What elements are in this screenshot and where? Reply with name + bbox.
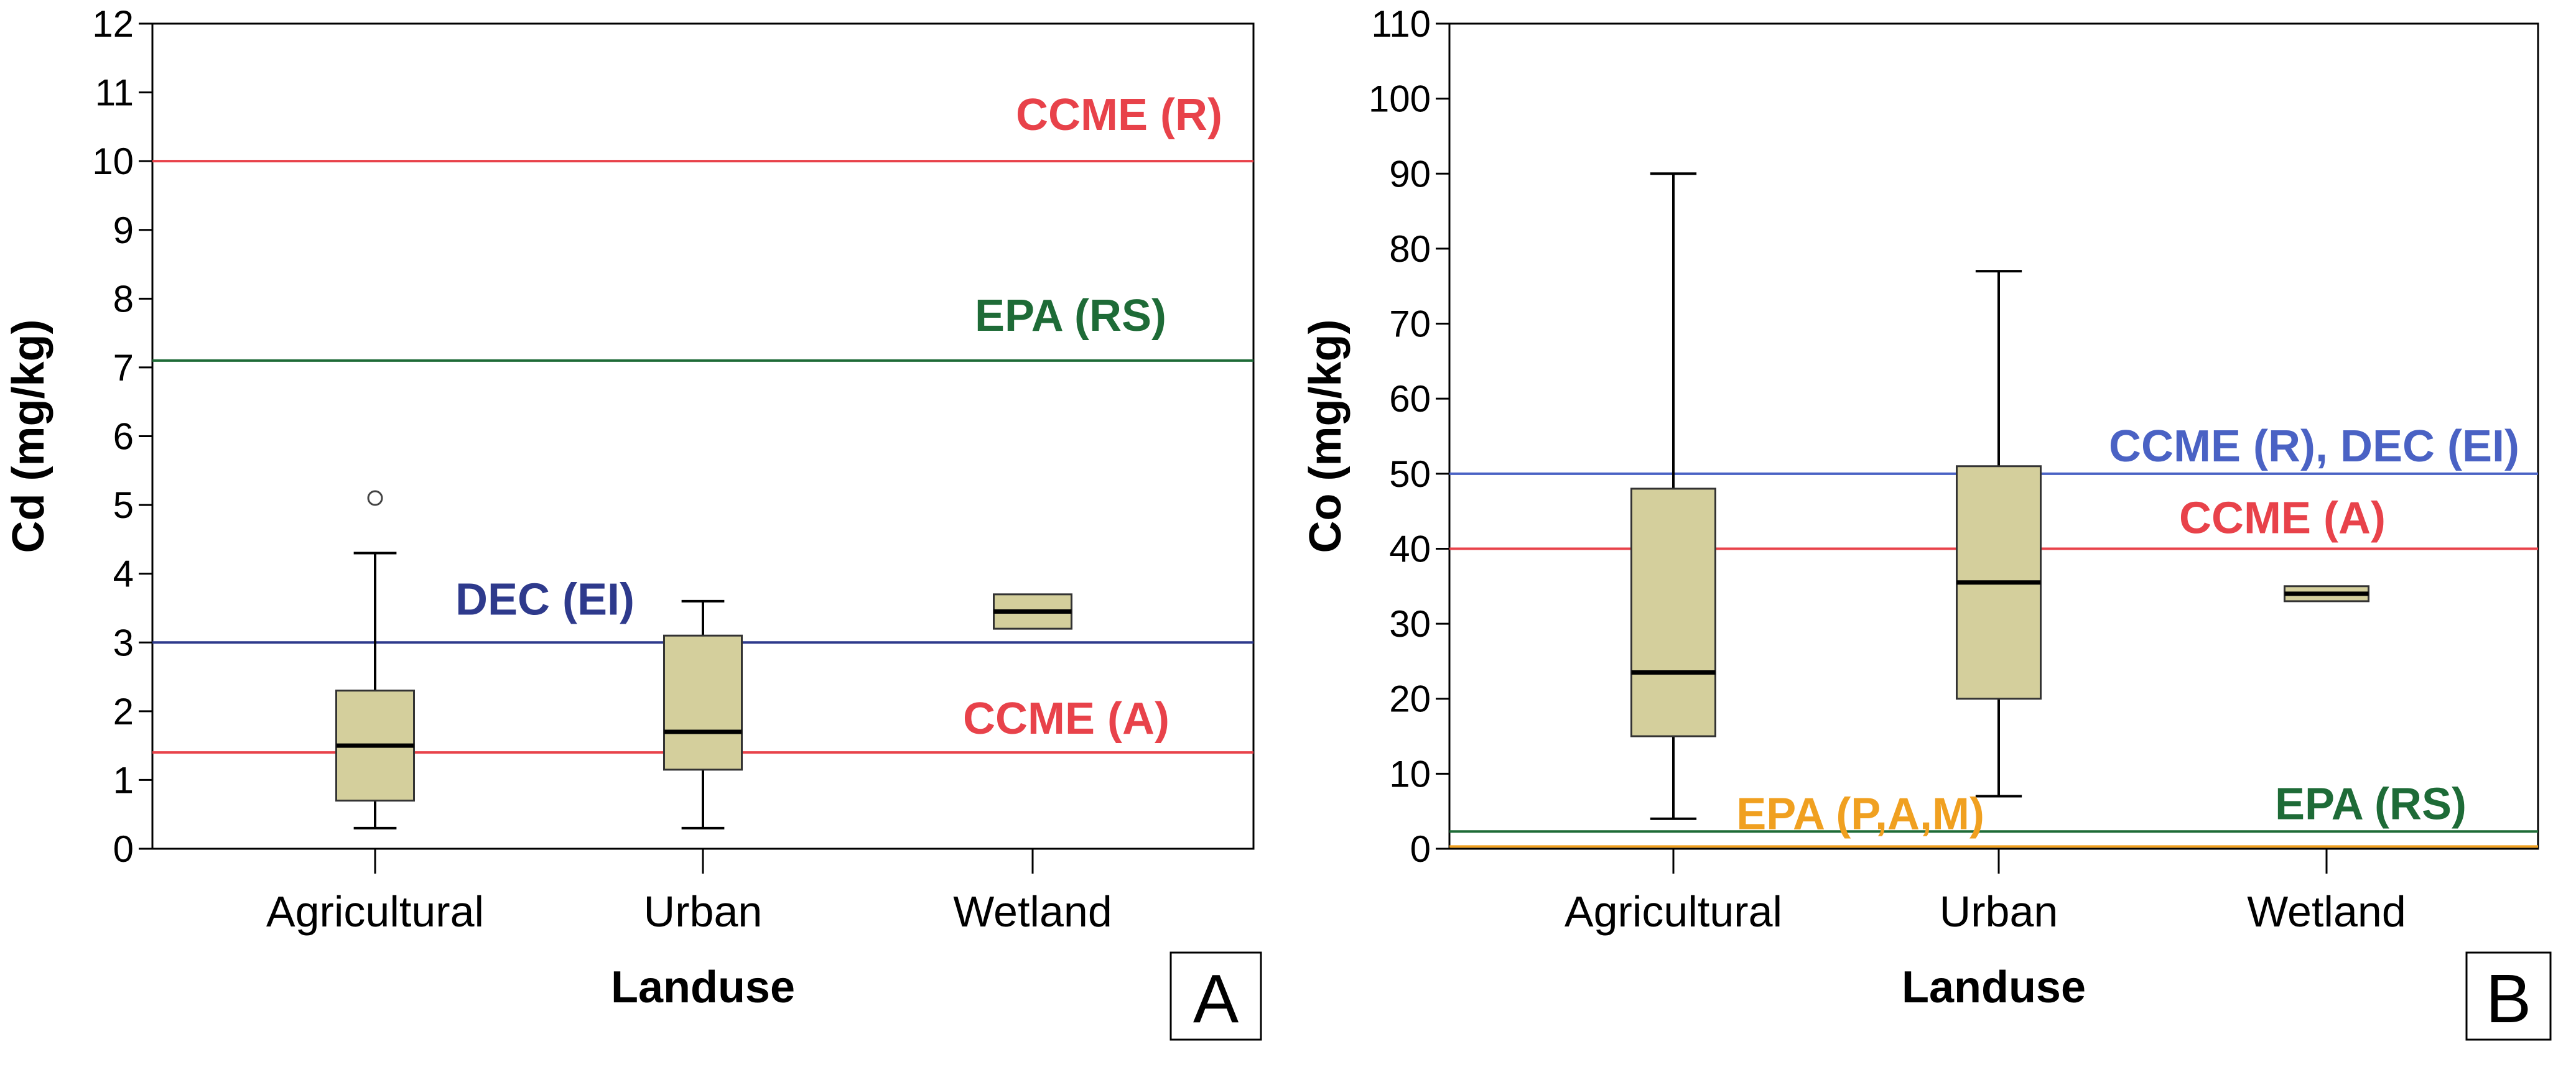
y-tick-label: 9 bbox=[113, 210, 134, 251]
reference-line-label: CCME (R), DEC (EI) bbox=[2109, 422, 2519, 471]
y-tick-label: 80 bbox=[1389, 228, 1431, 270]
y-axis-title: Co (mg/kg) bbox=[1301, 320, 1351, 553]
y-tick-label: 50 bbox=[1389, 453, 1431, 495]
reference-line-label: EPA (P,A,M) bbox=[1736, 789, 1984, 839]
panel-label-box bbox=[1169, 951, 1262, 1041]
y-tick-label: 10 bbox=[92, 141, 134, 182]
reference-line-label: EPA (RS) bbox=[975, 291, 1166, 341]
y-tick-label: 4 bbox=[113, 553, 134, 595]
x-axis-title: Landuse bbox=[611, 963, 795, 1012]
y-tick-label: 7 bbox=[113, 347, 134, 389]
panel-label-box bbox=[2465, 951, 2552, 1041]
y-tick-label: 11 bbox=[95, 72, 134, 114]
y-tick-label: 90 bbox=[1389, 153, 1431, 195]
x-category-label: Agricultural bbox=[1565, 887, 1782, 936]
box-agricultural bbox=[1630, 487, 1716, 737]
x-category-label: Wetland bbox=[2247, 887, 2406, 936]
y-tick-label: 40 bbox=[1389, 528, 1431, 570]
outlier-point bbox=[367, 490, 383, 506]
x-category-label: Wetland bbox=[953, 887, 1112, 936]
reference-line-label: EPA (RS) bbox=[2275, 779, 2467, 829]
reference-line-label: DEC (EI) bbox=[455, 575, 635, 624]
x-axis-title: Landuse bbox=[1902, 963, 2086, 1012]
x-category-label: Urban bbox=[1940, 887, 2058, 936]
chart-panel-b: 0 10 20 30 40 50 60 70 80 90 100 110 CCME (R), DEC (… bbox=[1301, 3, 2552, 1041]
y-tick-label: 100 bbox=[1369, 78, 1431, 120]
box-urban bbox=[663, 634, 743, 771]
reference-line-label: CCME (A) bbox=[2179, 493, 2386, 543]
panel-label: A bbox=[1193, 961, 1239, 1037]
panel-label: B bbox=[2486, 961, 2531, 1037]
y-tick-label: 20 bbox=[1389, 678, 1431, 720]
y-tick-label: 0 bbox=[1410, 828, 1431, 870]
y-tick-label: 5 bbox=[113, 484, 134, 526]
y-tick-label: 12 bbox=[92, 3, 134, 45]
y-tick-label: 2 bbox=[113, 691, 134, 732]
y-tick-label: 30 bbox=[1389, 603, 1431, 645]
y-tick-label: 6 bbox=[113, 416, 134, 458]
reference-line-label: CCME (R) bbox=[1016, 90, 1222, 140]
y-tick-label: 8 bbox=[113, 278, 134, 320]
x-category-label: Agricultural bbox=[266, 887, 484, 936]
y-tick-label: 0 bbox=[113, 828, 134, 870]
y-tick-label: 3 bbox=[113, 622, 134, 663]
y-tick-label: 110 bbox=[1371, 3, 1431, 45]
y-tick-label: 10 bbox=[1389, 753, 1431, 795]
y-tick-label: 70 bbox=[1389, 303, 1431, 345]
x-category-label: Urban bbox=[644, 887, 763, 936]
y-tick-label: 60 bbox=[1389, 378, 1431, 420]
y-axis-title: Cd (mg/kg) bbox=[4, 320, 53, 553]
reference-line-label: CCME (A) bbox=[963, 694, 1169, 744]
y-tick-label: 1 bbox=[113, 759, 134, 801]
plot-frame bbox=[1448, 22, 2539, 850]
